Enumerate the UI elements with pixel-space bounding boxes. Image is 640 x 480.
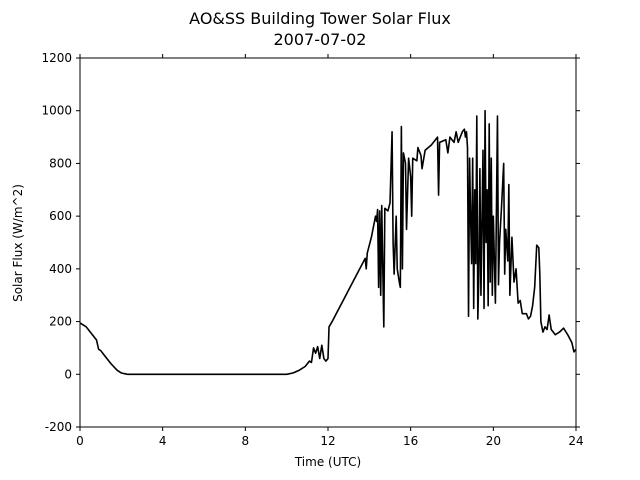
- plot-frame: [79, 57, 577, 428]
- x-tick-label: 12: [320, 434, 335, 448]
- chart-title: AO&SS Building Tower Solar Flux: [189, 9, 451, 28]
- y-tick-label: 800: [49, 156, 72, 170]
- y-tick-label: 400: [49, 262, 72, 276]
- y-tick-label: 1200: [41, 51, 72, 65]
- x-tick-label: 8: [242, 434, 250, 448]
- x-tick-label: 0: [76, 434, 84, 448]
- y-tick-label: 600: [49, 209, 72, 223]
- x-tick-label: 20: [486, 434, 501, 448]
- x-tick-label: 24: [568, 434, 583, 448]
- chart-subtitle: 2007-07-02: [274, 30, 367, 49]
- x-tick-label: 4: [159, 434, 167, 448]
- y-tick-label: -200: [45, 420, 72, 434]
- data-line: [79, 109, 577, 376]
- x-axis-label: Time (UTC): [294, 455, 361, 469]
- y-axis-label: Solar Flux (W/m^2): [11, 184, 25, 302]
- x-tick-label: 16: [403, 434, 418, 448]
- y-tick-label: 1000: [41, 104, 72, 118]
- y-tick-label: 200: [49, 315, 72, 329]
- y-tick-label: 0: [64, 367, 72, 381]
